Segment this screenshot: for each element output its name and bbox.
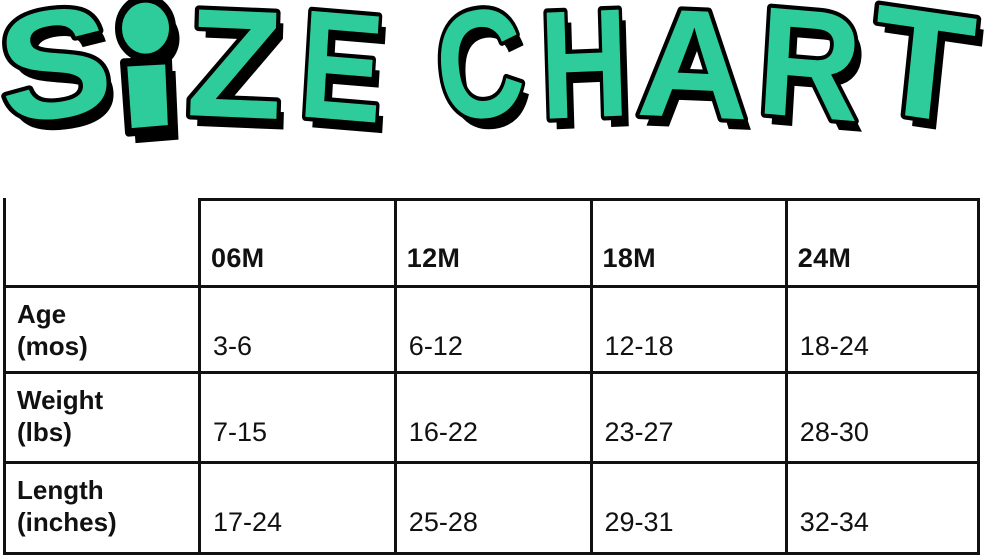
svg-text:S: S <box>0 0 119 157</box>
svg-text:Z: Z <box>185 0 285 152</box>
svg-text:A: A <box>635 0 752 152</box>
svg-text:T: T <box>863 0 982 158</box>
svg-text:R: R <box>753 0 866 154</box>
svg-text:E: E <box>295 0 388 156</box>
svg-text:C: C <box>429 0 531 156</box>
svg-text:H: H <box>537 0 631 152</box>
